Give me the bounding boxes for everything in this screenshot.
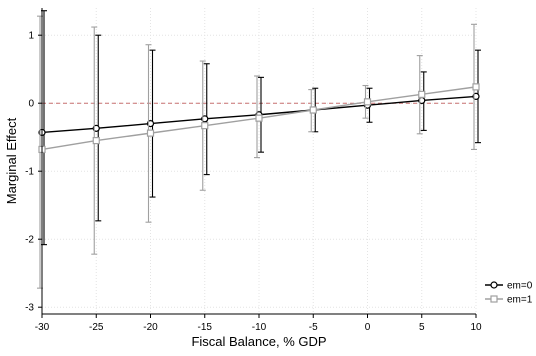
- data-point: [363, 98, 372, 106]
- series-em-0: [38, 10, 481, 246]
- y-tick-label: 1: [28, 31, 34, 42]
- legend-item: em=0: [485, 281, 533, 292]
- y-tick-label: -3: [25, 303, 34, 314]
- legend: em=0 em=1: [485, 281, 533, 306]
- data-point: [309, 106, 317, 114]
- x-tick-label: -10: [252, 322, 267, 333]
- series-layer: [37, 10, 481, 289]
- data-point: [255, 114, 263, 122]
- grid-lines: [41, 8, 477, 314]
- y-tick-label: -1: [25, 167, 34, 178]
- legend-label: em=1: [507, 295, 533, 306]
- x-tick-label: -20: [143, 322, 158, 333]
- data-point: [472, 83, 480, 91]
- legend-swatch-marker: [490, 295, 498, 303]
- x-tick-label: -5: [309, 322, 318, 333]
- x-tick-label: 10: [470, 322, 482, 333]
- data-point: [146, 129, 155, 137]
- legend-swatch-marker: [490, 281, 498, 289]
- series-em-1: [37, 15, 480, 289]
- y-axis-title: Marginal Effect: [4, 117, 19, 204]
- y-tick-label: -2: [25, 235, 34, 246]
- data-point: [92, 137, 100, 145]
- legend-item: em=1: [485, 295, 533, 306]
- x-tick-label: 0: [365, 322, 371, 333]
- x-tick-label: -30: [35, 322, 50, 333]
- data-point: [201, 122, 209, 130]
- y-tick-label: 0: [28, 99, 34, 110]
- x-tick-label: -25: [89, 322, 104, 333]
- x-axis-ticks: -30 -25 -20 -15 -10 -5 0 5 10: [35, 314, 482, 333]
- y-axis-ticks: 1 0 -1 -2 -3: [25, 31, 42, 314]
- x-tick-label: -15: [198, 322, 213, 333]
- legend-label: em=0: [507, 281, 533, 292]
- x-axis-title: Fiscal Balance, % GDP: [191, 334, 326, 349]
- x-tick-label: 5: [419, 322, 425, 333]
- data-point: [418, 90, 426, 98]
